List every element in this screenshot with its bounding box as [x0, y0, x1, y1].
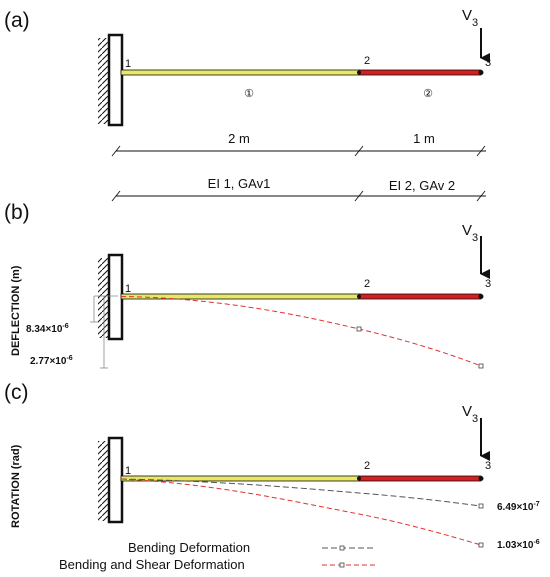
property-seg2: EI 2, GAv 2	[389, 178, 455, 193]
element-1-tag: ①	[244, 88, 254, 100]
deflection-brackets	[90, 295, 118, 369]
legend: Bending Deformation Bending and Shear De…	[59, 540, 376, 572]
node-2-label-c: 2	[364, 460, 370, 472]
rotation-curve-bending	[120, 478, 482, 507]
node-2-label-b: 2	[364, 278, 370, 290]
node-3-label-b: 3	[485, 278, 491, 290]
legend-bending-shear-label: Bending and Shear Deformation	[59, 557, 245, 572]
node-3-label-a: 3	[485, 57, 491, 69]
deflection-curve-bending-shear	[120, 296, 482, 367]
beam-segment-1-a	[120, 69, 360, 76]
beam-segment-1-c	[120, 475, 360, 482]
fixed-support-a	[98, 33, 124, 127]
fixed-support-b	[98, 253, 124, 341]
rotation-curve-bending-shear	[120, 478, 482, 546]
dimension-seg1: 2 m	[228, 131, 250, 146]
fixed-support-c	[98, 436, 124, 524]
panel-b: (b) 1 2 3 V3 8.34×10-6 2.77×10-6 DEFLECT…	[4, 201, 491, 369]
deflection-marker-node2	[356, 326, 362, 332]
deflection-value-2: 2.77×10-6	[30, 355, 73, 367]
load-label-c: V3	[462, 403, 478, 425]
load-label-b: V3	[462, 222, 478, 244]
dimension-seg2: 1 m	[413, 131, 435, 146]
rotation-marker-bending	[478, 503, 484, 509]
deflection-axis-label: DEFLECTION (m)	[10, 265, 22, 356]
deflection-value-1: 8.34×10-6	[26, 323, 69, 335]
deflection-marker-node3	[478, 363, 484, 369]
beam-segment-1-b	[120, 293, 360, 300]
rotation-value-1: 6.49×10-7	[497, 501, 540, 513]
dimension-line	[111, 145, 486, 157]
node-1-label-c: 1	[125, 465, 131, 477]
element-2-tag: ②	[423, 88, 433, 100]
panel-label-c: (c)	[4, 381, 29, 404]
node-1-label-a: 1	[125, 58, 131, 70]
load-label-a: V3	[462, 7, 478, 29]
panel-a: (a) 1 2 3 ① ② V3 2 m 1 m	[4, 7, 491, 202]
node-3-label-c: 3	[485, 460, 491, 472]
rotation-axis-label: ROTATION (rad)	[10, 444, 22, 528]
node-1-label-b: 1	[125, 283, 131, 295]
property-seg1: EI 1, GAv1	[208, 176, 271, 191]
legend-bending-label: Bending Deformation	[128, 540, 250, 555]
panel-label-a: (a)	[4, 9, 30, 32]
node-2-label-a: 2	[364, 55, 370, 67]
beam-segment-2-b	[358, 293, 482, 300]
panel-c: (c) 1 2 3 V3 6.49×10-7 1.03×10-6 ROTATIO…	[4, 381, 540, 551]
rotation-marker-bending-shear	[478, 542, 484, 548]
panel-label-b: (b)	[4, 201, 30, 224]
beam-segment-2-c	[358, 475, 482, 482]
rotation-value-2: 1.03×10-6	[497, 539, 540, 551]
beam-segment-2-a	[358, 69, 482, 76]
properties-line	[111, 190, 486, 202]
